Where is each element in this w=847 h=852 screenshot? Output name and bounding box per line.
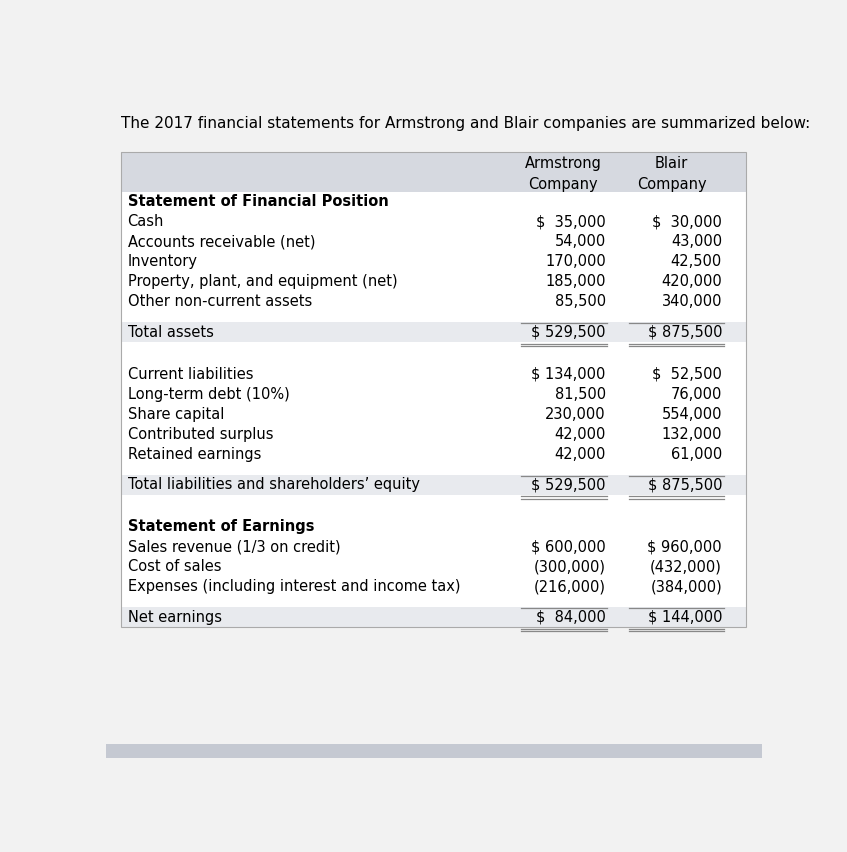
Text: $ 529,500: $ 529,500 [531, 325, 606, 340]
Bar [121, 322, 746, 343]
Bar [121, 152, 746, 627]
Text: 230,000: 230,000 [545, 406, 606, 422]
Bar [121, 475, 746, 495]
Text: Armstrong
Company: Armstrong Company [524, 156, 601, 193]
Text: $ 134,000: $ 134,000 [531, 366, 606, 382]
Text: 170,000: 170,000 [545, 254, 606, 269]
Text: Inventory: Inventory [128, 254, 197, 269]
Text: (216,000): (216,000) [534, 579, 606, 594]
Text: $  35,000: $ 35,000 [536, 214, 606, 229]
Text: 554,000: 554,000 [662, 406, 722, 422]
Text: 76,000: 76,000 [671, 387, 722, 401]
Text: 54,000: 54,000 [555, 234, 606, 249]
Text: Other non-current assets: Other non-current assets [128, 294, 312, 309]
Text: $ 529,500: $ 529,500 [531, 477, 606, 492]
Text: 42,500: 42,500 [671, 254, 722, 269]
Text: 85,500: 85,500 [555, 294, 606, 309]
Text: Cost of sales: Cost of sales [128, 559, 221, 574]
Bar [106, 745, 762, 758]
Text: 81,500: 81,500 [555, 387, 606, 401]
Text: $  30,000: $ 30,000 [652, 214, 722, 229]
Text: $ 960,000: $ 960,000 [647, 539, 722, 554]
Text: Accounts receivable (net): Accounts receivable (net) [128, 234, 315, 249]
Text: 42,000: 42,000 [555, 446, 606, 462]
Text: $ 875,500: $ 875,500 [647, 325, 722, 340]
Text: Expenses (including interest and income tax): Expenses (including interest and income … [128, 579, 460, 594]
Text: Statement of Earnings: Statement of Earnings [128, 519, 314, 534]
Text: $ 144,000: $ 144,000 [647, 610, 722, 625]
Text: Share capital: Share capital [128, 406, 224, 422]
Bar [121, 152, 746, 192]
Text: $ 875,500: $ 875,500 [647, 477, 722, 492]
Text: Total assets: Total assets [128, 325, 213, 340]
Text: (384,000): (384,000) [650, 579, 722, 594]
Text: 420,000: 420,000 [662, 274, 722, 289]
Text: Blair
Company: Blair Company [637, 156, 706, 193]
Text: $  84,000: $ 84,000 [536, 610, 606, 625]
Text: Current liabilities: Current liabilities [128, 366, 253, 382]
Text: 43,000: 43,000 [671, 234, 722, 249]
Text: Cash: Cash [128, 214, 164, 229]
Text: 185,000: 185,000 [545, 274, 606, 289]
Bar [121, 607, 746, 627]
Text: Sales revenue (1/3 on credit): Sales revenue (1/3 on credit) [128, 539, 340, 554]
Text: Property, plant, and equipment (net): Property, plant, and equipment (net) [128, 274, 397, 289]
Text: 340,000: 340,000 [662, 294, 722, 309]
Text: $ 600,000: $ 600,000 [531, 539, 606, 554]
Text: Long-term debt (10%): Long-term debt (10%) [128, 387, 290, 401]
Text: 42,000: 42,000 [555, 427, 606, 441]
Text: The 2017 financial statements for Armstrong and Blair companies are summarized b: The 2017 financial statements for Armstr… [121, 116, 811, 131]
Text: (432,000): (432,000) [650, 559, 722, 574]
Bar [121, 192, 746, 627]
Text: Total liabilities and shareholders’ equity: Total liabilities and shareholders’ equi… [128, 477, 419, 492]
Text: $  52,500: $ 52,500 [652, 366, 722, 382]
Text: Net earnings: Net earnings [128, 610, 222, 625]
Text: Contributed surplus: Contributed surplus [128, 427, 273, 441]
Text: 61,000: 61,000 [671, 446, 722, 462]
Text: 132,000: 132,000 [662, 427, 722, 441]
Text: Retained earnings: Retained earnings [128, 446, 261, 462]
Text: (300,000): (300,000) [534, 559, 606, 574]
Text: Statement of Financial Position: Statement of Financial Position [128, 194, 388, 209]
